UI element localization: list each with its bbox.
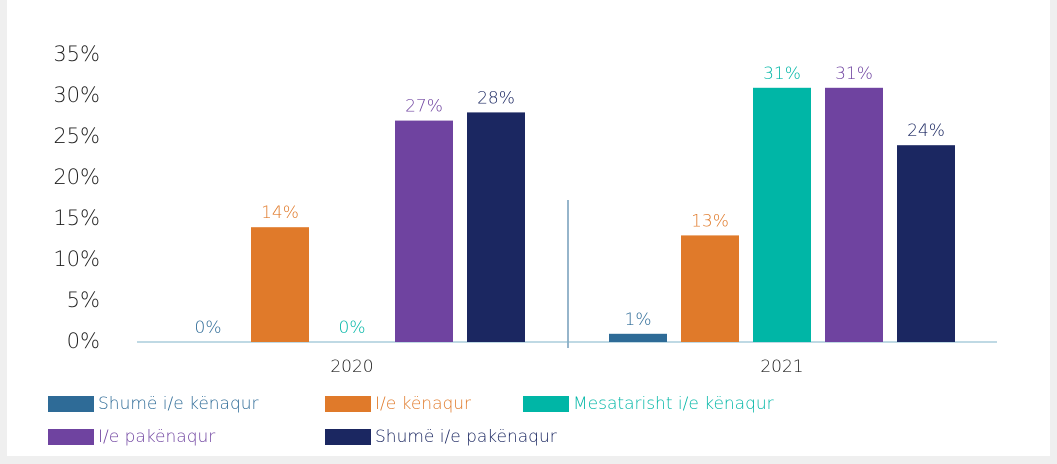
value-label: 31% — [763, 64, 801, 84]
y-tick-label: 30% — [53, 83, 100, 107]
legend-swatch — [48, 396, 94, 412]
legend-label: I/e kënaqur — [375, 394, 471, 414]
legend-swatch — [325, 396, 371, 412]
y-tick-label: 15% — [53, 206, 100, 230]
x-tick-label: 2020 — [330, 357, 373, 377]
legend-label: Shumë i/e kënaqur — [98, 394, 259, 414]
bar — [609, 333, 667, 342]
legend-swatch — [325, 429, 371, 445]
value-label: 14% — [261, 203, 299, 223]
x-tick-label: 2021 — [760, 357, 803, 377]
bar — [681, 235, 739, 342]
value-label: 31% — [835, 64, 873, 84]
background — [7, 0, 1050, 456]
y-tick-label: 35% — [53, 42, 100, 66]
bar — [251, 227, 309, 342]
y-tick-label: 10% — [53, 247, 100, 271]
bar — [395, 120, 453, 342]
value-label: 24% — [907, 121, 945, 141]
bar — [825, 87, 883, 342]
y-tick-label: 5% — [67, 288, 100, 312]
y-tick-label: 25% — [53, 124, 100, 148]
legend-label: I/e pakënaqur — [98, 427, 215, 447]
value-label: 13% — [691, 211, 729, 231]
y-tick-label: 0% — [67, 329, 100, 353]
value-label: 1% — [625, 310, 652, 330]
legend-swatch — [48, 429, 94, 445]
value-label: 28% — [477, 88, 515, 108]
value-label: 0% — [195, 318, 222, 338]
bar — [753, 87, 811, 342]
value-label: 27% — [405, 97, 443, 117]
bar — [467, 112, 525, 343]
legend-label: Shumë i/e pakënaqur — [375, 427, 557, 447]
bar — [897, 145, 955, 342]
value-label: 0% — [339, 318, 366, 338]
y-tick-label: 20% — [53, 165, 100, 189]
legend-label: Mesatarisht i/e kënaqur — [573, 394, 774, 414]
legend-swatch — [523, 396, 569, 412]
